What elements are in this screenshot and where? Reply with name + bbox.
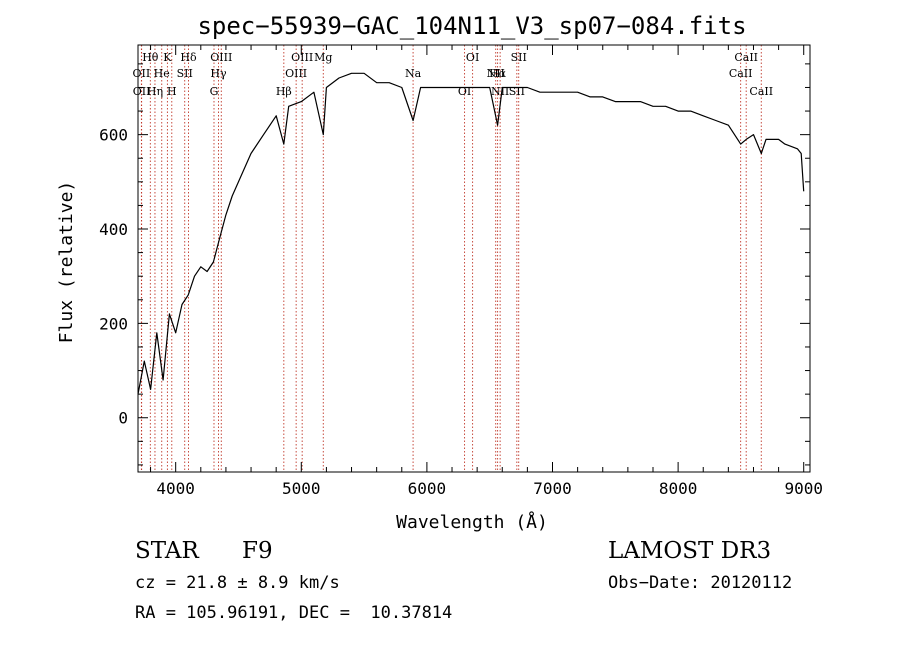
x-tick-label: 7000: [533, 479, 572, 498]
spectral-line-label: CaII: [729, 67, 753, 80]
spectral-line-label: G: [210, 85, 219, 98]
spectral-line-label: Hδ: [180, 51, 197, 64]
spectral-line-labels: HθOIIOIIKHeHηHδSIIHOIIIHγGOIIIOIIIHβMgNa…: [133, 51, 774, 98]
spectral-line-label: K: [163, 51, 172, 64]
object-class: STAR: [135, 538, 199, 564]
observation-date: Obs−Date: 20120112: [608, 573, 793, 593]
x-tick-label: 4000: [156, 479, 195, 498]
redshift-cz: cz = 21.8 ± 8.9 km/s: [135, 573, 340, 593]
y-tick-label: 600: [99, 126, 128, 145]
survey-name: LAMOST DR3: [608, 538, 772, 564]
spectral-line-label: He: [154, 67, 170, 80]
y-tick-label: 400: [99, 220, 128, 239]
spectral-line-label: Hη: [147, 85, 163, 98]
x-tick-label: 9000: [784, 479, 823, 498]
spectral-line-label: OI: [458, 85, 471, 98]
spectral-line-label: Hβ: [276, 85, 292, 98]
spectral-line-label: NII: [487, 67, 505, 80]
spectral-line-label: OII: [133, 67, 151, 80]
spectral-line-label: OIII: [285, 67, 307, 80]
spectral-line-label: H: [167, 85, 177, 98]
spectral-line-label: OII: [133, 85, 151, 98]
flux-series-line: [137, 72, 805, 395]
y-tick-label: 0: [118, 409, 128, 428]
spectral-line-label: SII: [177, 67, 193, 80]
x-tick-label: 5000: [282, 479, 321, 498]
spectral-line-label: CaII: [734, 51, 758, 64]
spectral-lines: [140, 45, 762, 472]
chart-title: spec−55939−GAC_104N11_V3_sp07−084.fits: [197, 12, 746, 40]
plot-frame: [137, 44, 811, 473]
spectral-line-label: SII: [511, 51, 527, 64]
x-tick-label: 8000: [659, 479, 698, 498]
x-axis-label: Wavelength (Å): [396, 511, 548, 533]
spectral-line-label: OIII: [291, 51, 313, 64]
spectral-line-label: Hγ: [210, 67, 227, 80]
y-axis-label: Flux (relative): [56, 181, 77, 344]
spectral-line-label: Hθ: [142, 51, 159, 64]
x-tick-label: 6000: [408, 479, 447, 498]
y-tick-label: 200: [99, 314, 128, 333]
spectral-line-label: SII: [509, 85, 525, 98]
spectral-line-label: CaII: [749, 85, 773, 98]
spectral-line-label: Hα: [489, 67, 507, 80]
axis-ticks: 4000 5000 6000 7000 8000 9000 0 200 400 600: [99, 45, 823, 498]
spectral-line-label: NII: [491, 85, 509, 98]
spectral-line-label: Na: [405, 67, 422, 80]
spectral-line-label: OIII: [210, 51, 232, 64]
object-subclass: F9: [242, 538, 273, 564]
spectral-line-label: OI: [466, 51, 479, 64]
coordinates: RA = 105.96191, DEC = 10.37814: [135, 603, 453, 623]
spectral-line-label: Mg: [314, 51, 332, 64]
